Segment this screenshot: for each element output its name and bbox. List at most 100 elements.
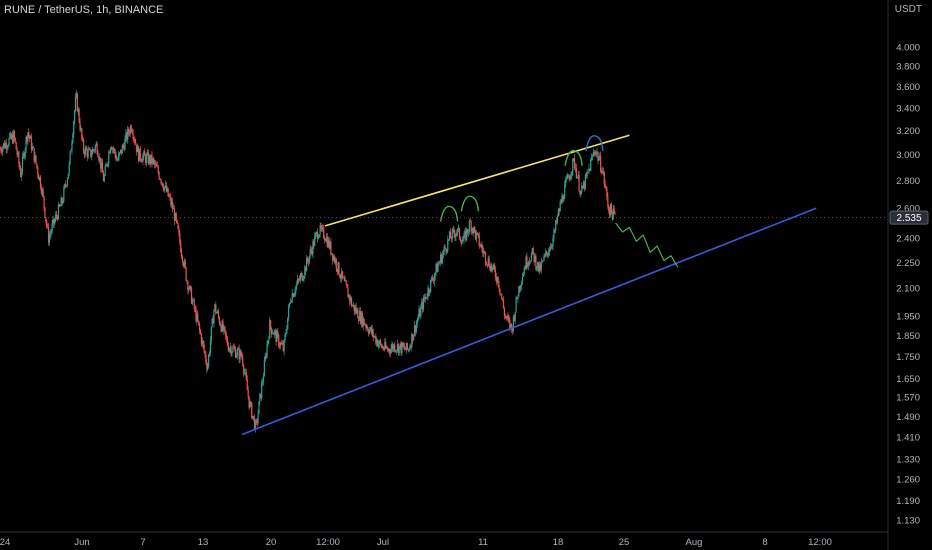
candle-body	[576, 177, 578, 179]
candle-body	[563, 198, 565, 201]
candle-body	[409, 346, 411, 350]
candle-body	[270, 320, 272, 328]
candle-body	[16, 149, 18, 155]
candle-body	[359, 311, 361, 321]
candle-body	[535, 255, 537, 269]
candle-body	[591, 156, 593, 161]
candle-body	[255, 420, 257, 422]
candle-body	[246, 379, 248, 390]
candle-body	[593, 152, 595, 153]
candle-body	[312, 241, 314, 255]
candle-body	[539, 264, 541, 271]
candle-body	[11, 134, 14, 144]
annotations	[439, 135, 679, 268]
candle-body	[395, 350, 398, 351]
candle-body	[30, 136, 33, 150]
candle-body	[544, 254, 546, 257]
candle-body	[533, 252, 535, 263]
candle-body	[224, 326, 226, 331]
candle-body	[377, 340, 379, 347]
candle-body	[267, 340, 269, 345]
symbol-title[interactable]: RUNE / TetherUS, 1h, BINANCE	[4, 4, 164, 16]
candle-body	[467, 231, 470, 233]
candle-body	[413, 335, 415, 341]
candle-body	[132, 133, 134, 139]
candle-body	[309, 249, 311, 256]
candle-body	[282, 344, 284, 351]
candle-body	[470, 221, 472, 232]
candle-body	[351, 305, 354, 307]
candle-body	[448, 231, 451, 240]
candle-body	[555, 220, 558, 223]
candle-body	[538, 264, 541, 272]
candle-body	[42, 189, 44, 196]
candle-body	[1, 151, 3, 153]
candle-body	[130, 126, 132, 131]
candle-body	[483, 251, 485, 253]
candle-body	[580, 191, 582, 195]
candle-body	[135, 142, 137, 145]
candle-body	[436, 264, 438, 273]
candle-body	[320, 225, 322, 230]
candle-body	[411, 333, 413, 348]
candle-body	[324, 239, 327, 242]
candle-body	[56, 216, 59, 220]
candle-body	[285, 332, 287, 335]
resistance-trendline	[324, 134, 630, 227]
candle-body	[7, 145, 9, 148]
candle-body	[439, 261, 441, 264]
candle-body	[23, 153, 25, 158]
candle-body	[159, 178, 161, 180]
current-price-label: 2.535	[889, 210, 929, 225]
candle-body	[54, 219, 56, 224]
candle-body	[85, 147, 87, 151]
candle-body	[504, 315, 506, 317]
candle-body	[491, 264, 493, 270]
candle-body	[97, 152, 99, 158]
candle-body	[355, 307, 357, 313]
candle-body	[128, 133, 131, 134]
candle-body	[509, 319, 511, 328]
price-tick-label: 1.950	[896, 311, 920, 322]
candle-body	[573, 158, 575, 159]
price-tick-label: 1.260	[896, 475, 920, 486]
candle-body	[607, 196, 609, 207]
candle-body	[613, 208, 615, 213]
candle-body	[598, 159, 600, 161]
candle-body	[64, 184, 66, 188]
candle-body	[559, 201, 561, 212]
candle-body	[287, 317, 289, 330]
candle-body	[210, 326, 212, 341]
candle-body	[586, 172, 588, 176]
candle-body	[29, 136, 32, 139]
candle-body	[303, 276, 305, 280]
candle-body	[453, 229, 455, 234]
candle-body	[8, 138, 10, 146]
candle-body	[455, 233, 457, 238]
candle-body	[265, 355, 267, 357]
candle-body	[438, 263, 440, 265]
currency-label[interactable]: USDT	[894, 4, 922, 15]
candle-body	[248, 396, 250, 408]
candle-body	[325, 236, 327, 242]
candle-body	[391, 344, 393, 349]
candle-body	[62, 201, 64, 204]
candle-body	[333, 256, 336, 263]
candle-body	[281, 343, 283, 345]
candle-body	[363, 318, 365, 325]
candle-body	[163, 186, 165, 191]
candle-body	[443, 246, 445, 252]
candle-body	[136, 146, 139, 153]
candle-body	[407, 349, 409, 351]
candle-body	[254, 420, 256, 430]
candle-body	[109, 151, 111, 153]
candle-body	[207, 366, 209, 370]
candle-body	[389, 351, 391, 354]
candle-body	[437, 264, 439, 273]
candle-body	[337, 262, 339, 272]
candle-body	[48, 235, 51, 243]
candle-body	[452, 229, 454, 231]
time-tick-label: Aug	[686, 537, 703, 548]
candle-body	[594, 152, 596, 155]
